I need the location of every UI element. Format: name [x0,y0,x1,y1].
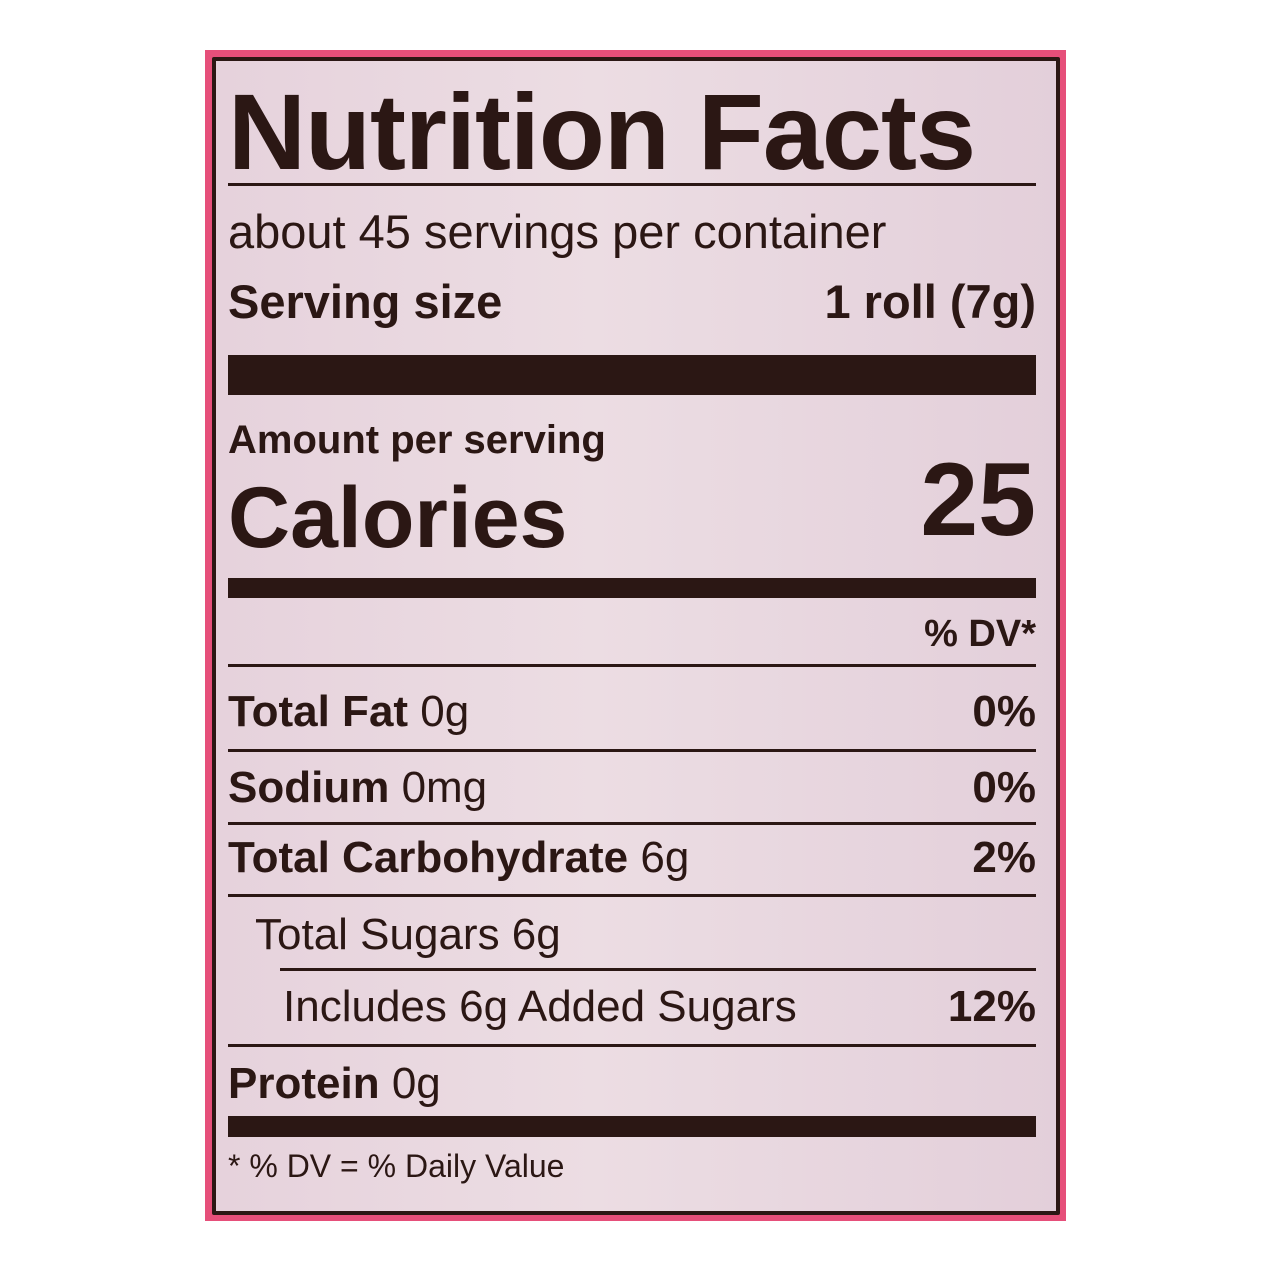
divider [228,664,1036,667]
divider [228,822,1036,825]
nutrition-label-panel [212,57,1060,1215]
dv-header: % DV* [924,613,1036,655]
nutrient-amount: 0g [420,687,470,736]
nutrient-row-added-sugars: Includes 6g Added Sugars [283,982,797,1031]
thick-divider [228,355,1036,395]
divider [228,749,1036,752]
nutrient-amount: 0mg [401,763,488,812]
medium-divider [228,578,1036,598]
nutrient-amount: 6g [640,833,690,882]
nutrient-dv: 12% [947,982,1036,1031]
calories-label: Calories [228,470,568,566]
nutrient-row-total-sugars: Total Sugars 6g [255,910,561,959]
nutrient-amount: 0g [391,1059,441,1108]
nutrient-name: Sodium [228,763,390,812]
nutrient-row-total-carbohydrate: Total Carbohydrate 6g [228,836,689,880]
nutrient-dv: 0% [972,687,1036,736]
nutrient-row-total-fat: Total Fat 0g [228,690,469,734]
nutrient-name: Protein [228,1059,380,1108]
nutrient-dv: 0% [972,763,1036,812]
servings-per-container: about 45 servings per container [228,205,887,258]
serving-size-label: Serving size [228,275,503,328]
nutrition-facts-label: Nutrition Facts about 45 servings per co… [228,0,1036,1271]
divider [228,183,1036,186]
label-title: Nutrition Facts [228,71,976,192]
divider [228,894,1036,897]
amount-per-serving: Amount per serving [228,418,606,462]
divider [280,968,1036,971]
footnote: * % DV = % Daily Value [228,1148,565,1184]
nutrient-row-sodium: Sodium 0mg [228,766,487,810]
nutrient-row-protein: Protein 0g [228,1062,441,1106]
calories-value: 25 [920,442,1036,558]
nutrient-name: Total Carbohydrate [228,833,629,882]
nutrient-name: Total Fat [228,687,409,736]
serving-size-value: 1 roll (7g) [824,275,1036,328]
nutrient-dv: 2% [972,833,1036,882]
divider [228,1044,1036,1047]
medium-divider [228,1116,1036,1137]
